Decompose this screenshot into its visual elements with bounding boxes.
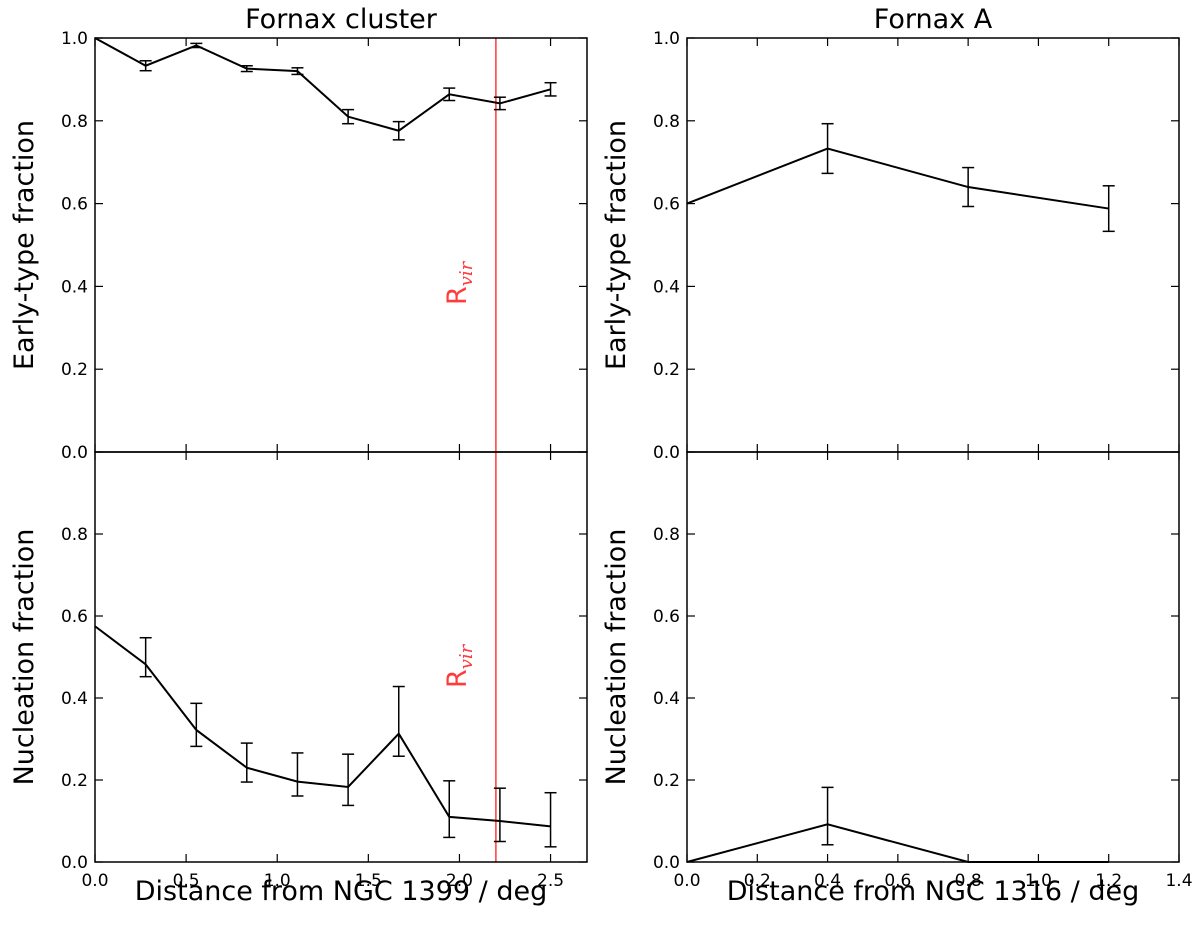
y-tick-label: 0.4 [61, 277, 88, 297]
series-line [94, 37, 551, 132]
y-tick-label: 0.4 [653, 689, 680, 709]
y-tick-label: 0.0 [653, 443, 680, 463]
y-tick-label: 0.2 [61, 771, 88, 791]
error-bar [544, 81, 557, 97]
panel-title: Fornax cluster [245, 4, 438, 35]
x-tick-label: 1.0 [1025, 871, 1052, 891]
y-axis-label: Nucleation fraction [9, 529, 40, 786]
y-tick-label: 0.8 [653, 112, 680, 132]
x-tick-label: 1.5 [355, 871, 382, 891]
x-tick-label: 0.0 [81, 871, 108, 891]
x-tick-label: 2.0 [446, 871, 473, 891]
x-tick-label: 0.6 [884, 871, 911, 891]
y-tick-label: 1.0 [653, 29, 680, 49]
error-bar [493, 787, 506, 843]
panel-title: Fornax A [874, 4, 993, 35]
y-tick-label: 1.0 [61, 29, 88, 49]
error-bar [291, 67, 304, 76]
panel-fornaxa-early: 0.0 0.2 0.4 0.6 0.8 1.0 Fornax A Early-type fra… [601, 4, 1180, 463]
axes-frame [94, 451, 588, 863]
y-tick-label: 0.8 [61, 112, 88, 132]
error-bar [139, 60, 152, 72]
y-tick-label: 0.2 [653, 771, 680, 791]
axes-frame [686, 451, 1180, 863]
error-bar [342, 108, 355, 125]
x-axis-label: Distance from NGC 1316 / deg [727, 876, 1139, 907]
x-tick-label: 1.4 [1165, 871, 1192, 891]
error-bar [139, 636, 152, 678]
panel-cluster-nuc: 0.0 0.2 0.4 0.6 0.8 0.0 0.5 1.0 1.5 2.0 2.5 Rvir Nuc… [9, 451, 588, 907]
y-tick-label: 0.8 [653, 525, 680, 545]
y-tick-label: 0.2 [653, 360, 680, 380]
y-tick-label: 0.6 [653, 607, 680, 627]
y-tick-label: 0.4 [653, 277, 680, 297]
series-line [94, 625, 551, 828]
error-bar [342, 753, 355, 807]
y-tick-label: 0.0 [61, 853, 88, 873]
y-tick-label: 0.6 [61, 195, 88, 215]
x-tick-label: 0.2 [744, 871, 771, 891]
x-tick-label: 1.0 [264, 871, 291, 891]
axes-frame [686, 37, 1180, 453]
x-tick-label: 1.2 [1095, 871, 1122, 891]
error-bar [190, 42, 203, 49]
y-tick-label: 0.2 [61, 360, 88, 380]
error-bar [190, 702, 203, 748]
x-tick-label: 0.5 [173, 871, 200, 891]
series-line [686, 147, 1109, 210]
error-bar [240, 742, 253, 783]
error-bar [962, 166, 975, 208]
y-tick-label: 0.0 [61, 443, 88, 463]
x-tick-label: 0.8 [955, 871, 982, 891]
y-tick-label: 0.6 [653, 195, 680, 215]
error-bar [821, 122, 834, 175]
panel-cluster-early: 0.0 0.2 0.4 0.6 0.8 1.0 Rvir Fornax cluster Earl… [9, 4, 588, 463]
x-tick-label: 0.4 [814, 871, 841, 891]
error-bar [443, 780, 456, 839]
panel-fornaxa-nuc: 0.0 0.2 0.4 0.6 0.8 0.0 0.2 0.4 0.6 0.8 1.0 1.2 1.4 N… [601, 451, 1193, 907]
error-bar [291, 752, 304, 797]
series-line [686, 823, 1109, 863]
y-axis-label: Early-type fraction [601, 120, 632, 370]
y-tick-label: 0.8 [61, 525, 88, 545]
y-tick-label: 0.0 [653, 853, 680, 873]
y-tick-label: 0.4 [61, 689, 88, 709]
error-bar [493, 96, 506, 111]
error-bar [1102, 185, 1115, 233]
error-bar [443, 87, 456, 102]
error-bar [392, 120, 405, 141]
y-tick-label: 0.6 [61, 607, 88, 627]
error-bar [240, 64, 253, 73]
y-axis-label: Nucleation fraction [601, 529, 632, 786]
rvir-label: Rvir [442, 643, 477, 688]
x-axis-label: Distance from NGC 1399 / deg [135, 876, 547, 907]
error-bar [544, 791, 557, 848]
x-tick-label: 2.5 [537, 871, 564, 891]
x-tick-label: 0.0 [673, 871, 700, 891]
error-bar [392, 685, 405, 757]
rvir-label: Rvir [442, 260, 477, 305]
y-axis-label: Early-type fraction [9, 120, 40, 370]
error-bar [821, 786, 834, 846]
